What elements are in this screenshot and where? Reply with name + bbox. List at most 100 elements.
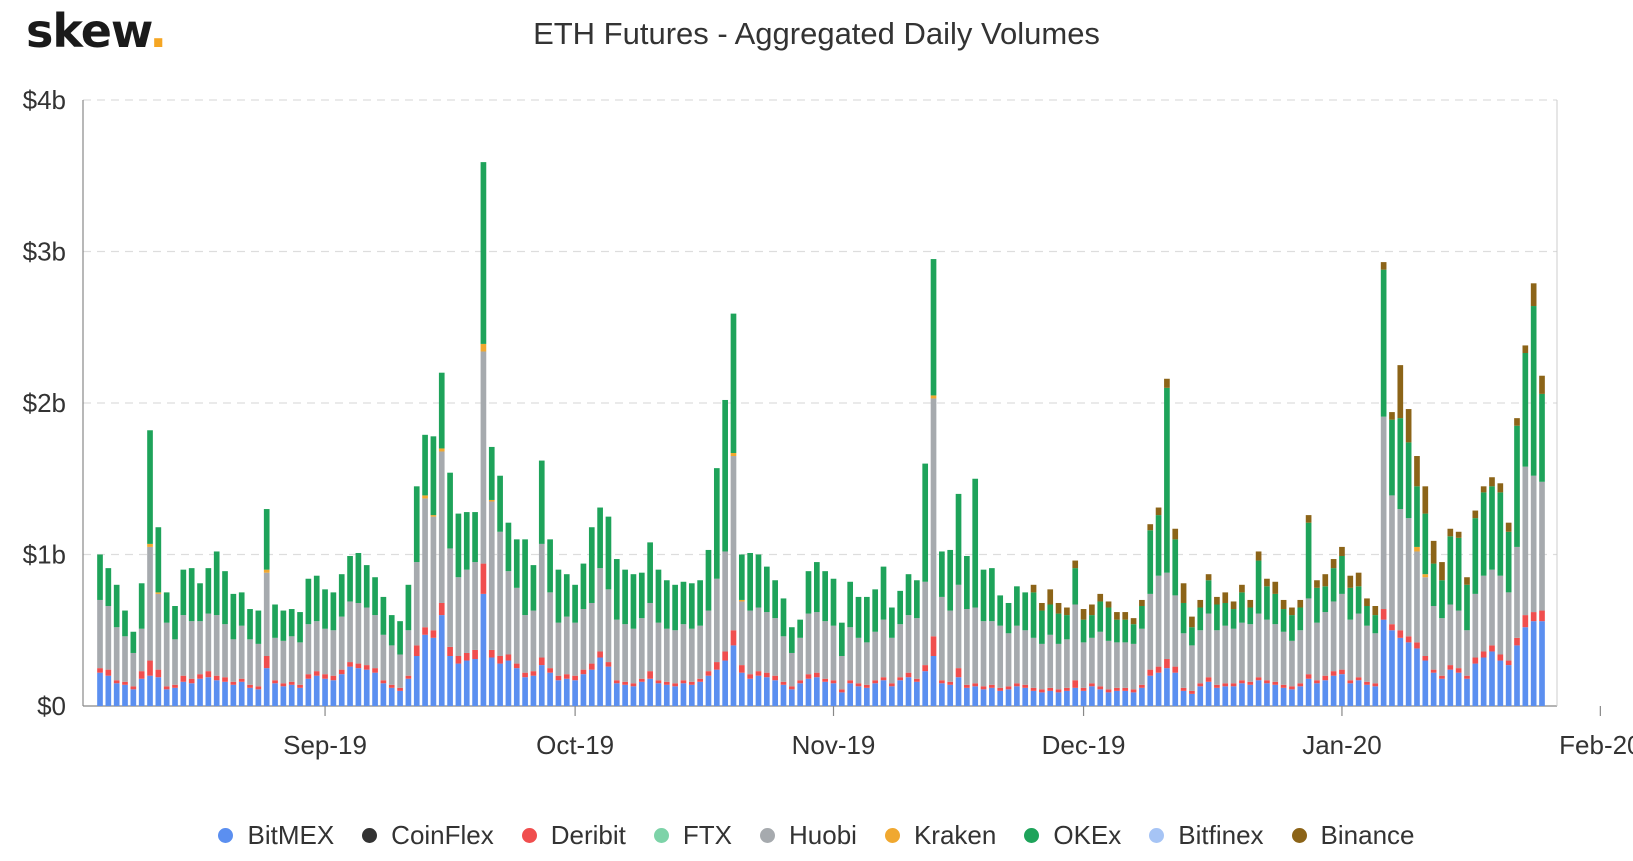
bar-segment-huobi bbox=[1030, 637, 1037, 688]
bar-segment-huobi bbox=[930, 398, 937, 637]
bar-segment-okex bbox=[597, 507, 603, 569]
bar-segment-deribit bbox=[580, 669, 587, 675]
bar-segment-kraken bbox=[422, 495, 428, 499]
bar-segment-bitmex bbox=[505, 660, 512, 706]
bar-segment-binance bbox=[1389, 412, 1395, 420]
bar-segment-okex bbox=[663, 580, 670, 629]
bar-segment-huobi bbox=[805, 613, 812, 675]
bar-segment-huobi bbox=[1472, 593, 1479, 658]
legend-marker-bitmex bbox=[218, 827, 234, 843]
bar-segment-bitmex bbox=[1389, 630, 1395, 706]
bar-segment-huobi bbox=[313, 621, 320, 672]
bar-segment-bitmex bbox=[455, 663, 462, 706]
bar-segment-deribit bbox=[1464, 675, 1470, 679]
bar-segment-okex bbox=[1397, 418, 1404, 510]
bar-segment-deribit bbox=[1272, 681, 1279, 685]
bar-segment-okex bbox=[805, 571, 812, 614]
bar-segment-deribit bbox=[1005, 686, 1012, 690]
bar-segment-deribit bbox=[747, 674, 753, 679]
legend-label-coinflex: CoinFlex bbox=[391, 819, 494, 850]
bar-segment-deribit bbox=[1322, 675, 1329, 681]
bar-segment-bitmex bbox=[1155, 672, 1162, 706]
bar-segment-huobi bbox=[738, 601, 745, 666]
bar-segment-bitmex bbox=[638, 681, 645, 706]
bar-segment-deribit bbox=[847, 680, 854, 684]
bar-segment-huobi bbox=[1422, 577, 1429, 657]
bar-segment-binance bbox=[1305, 515, 1312, 523]
bar-segment-deribit bbox=[280, 683, 287, 687]
legend-item-okex[interactable]: OKEx bbox=[1024, 820, 1121, 851]
y-tick-label: $3b bbox=[23, 237, 66, 267]
bar-segment-binance bbox=[1039, 602, 1045, 611]
bar-segment-huobi bbox=[1097, 631, 1104, 687]
bar-segment-binance bbox=[1055, 602, 1062, 614]
bar-segment-bitmex bbox=[855, 686, 862, 706]
bar-segment-deribit bbox=[155, 669, 162, 678]
bar-segment-kraken bbox=[263, 569, 270, 573]
bar-segment-bitmex bbox=[563, 678, 570, 706]
legend-item-ftx[interactable]: FTX bbox=[653, 820, 732, 851]
bar-segment-huobi bbox=[1214, 630, 1220, 685]
bar-segment-bitmex bbox=[1497, 660, 1504, 706]
legend-item-deribit[interactable]: Deribit bbox=[521, 820, 626, 851]
bar-segment-bitmex bbox=[1472, 663, 1479, 706]
bar-segment-kraken bbox=[488, 499, 495, 502]
bar-segment-okex bbox=[1389, 419, 1395, 496]
legend-item-bitfinex[interactable]: Bitfinex bbox=[1149, 820, 1264, 851]
bar-segment-deribit bbox=[1472, 657, 1479, 664]
bar-segment-okex bbox=[939, 551, 945, 597]
legend-marker-coinflex bbox=[362, 827, 378, 843]
bar-segment-deribit bbox=[772, 675, 778, 681]
bar-segment-bitmex bbox=[422, 634, 428, 706]
bar-segment-bitmex bbox=[622, 684, 628, 706]
bar-segment-deribit bbox=[122, 681, 128, 685]
bar-segment-huobi bbox=[1455, 610, 1462, 669]
bar-segment-okex bbox=[1505, 531, 1512, 593]
bar-segment-bitmex bbox=[463, 660, 470, 706]
bar-segment-okex bbox=[438, 372, 445, 449]
bar-segment-okex bbox=[1005, 602, 1012, 634]
bar-segment-bitmex bbox=[222, 681, 228, 706]
bar-segment-deribit bbox=[663, 681, 670, 685]
legend-marker-bitfinex bbox=[1149, 827, 1165, 843]
bar-segment-deribit bbox=[547, 668, 553, 673]
bar-segment-bitmex bbox=[1505, 665, 1512, 706]
x-tick-label: Sep-19 bbox=[283, 730, 367, 760]
legend-item-bitmex[interactable]: BitMEX bbox=[218, 820, 334, 851]
bar-segment-okex bbox=[1314, 587, 1320, 623]
bar-segment-huobi bbox=[405, 630, 412, 676]
bar-segment-okex bbox=[755, 554, 762, 608]
bar-segment-deribit bbox=[1080, 687, 1087, 691]
bar-segment-bitmex bbox=[1072, 687, 1079, 706]
bar-segment-deribit bbox=[763, 672, 770, 678]
bar-segment-huobi bbox=[280, 640, 287, 684]
bar-segment-deribit bbox=[1122, 687, 1129, 691]
bar-segment-bitmex bbox=[1372, 686, 1379, 706]
bar-segment-okex bbox=[530, 565, 537, 611]
legend-item-binance[interactable]: Binance bbox=[1291, 820, 1415, 851]
bar-segment-okex bbox=[147, 430, 153, 544]
bar-segment-bitmex bbox=[372, 672, 378, 706]
bar-segment-bitmex bbox=[497, 663, 503, 706]
bar-segment-huobi bbox=[255, 643, 262, 687]
bar-segment-okex bbox=[839, 622, 845, 656]
bar-segment-bitmex bbox=[447, 656, 453, 706]
legend-item-huobi[interactable]: Huobi bbox=[760, 820, 857, 851]
bar-segment-bitmex bbox=[1430, 672, 1437, 706]
bar-segment-okex bbox=[855, 596, 862, 638]
bar-segment-huobi bbox=[305, 624, 312, 675]
bar-segment-bitmex bbox=[738, 672, 745, 706]
bar-segment-deribit bbox=[1214, 684, 1220, 688]
legend-item-kraken[interactable]: Kraken bbox=[884, 820, 996, 851]
bar-segment-okex bbox=[1480, 492, 1487, 576]
bar-segment-okex bbox=[138, 583, 145, 629]
bar-segment-bitmex bbox=[630, 686, 637, 706]
bar-segment-binance bbox=[1289, 607, 1295, 616]
bar-segment-huobi bbox=[638, 618, 645, 679]
bar-segment-deribit bbox=[997, 687, 1004, 691]
bar-segment-huobi bbox=[1139, 628, 1145, 685]
bar-segment-huobi bbox=[663, 628, 670, 682]
bar-segment-bitmex bbox=[430, 637, 437, 706]
legend-item-coinflex[interactable]: CoinFlex bbox=[362, 820, 494, 851]
bar-segment-bitmex bbox=[163, 689, 170, 706]
